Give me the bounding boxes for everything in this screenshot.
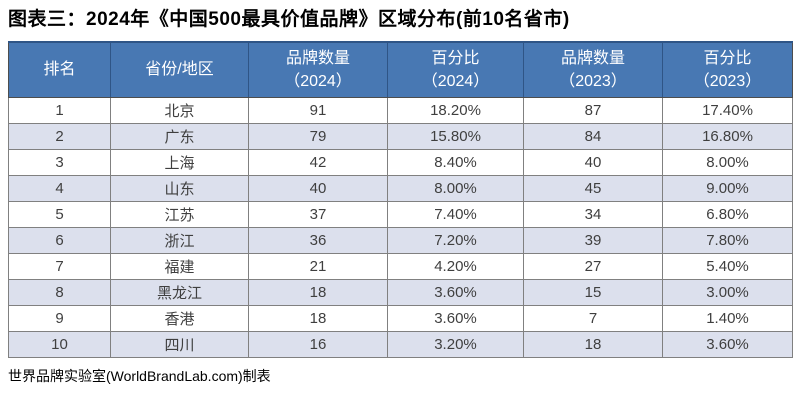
table-row: 5 江苏 37 7.40% 34 6.80% bbox=[8, 201, 793, 229]
table-cell: 37 bbox=[248, 201, 388, 229]
column-header-line1: 品牌数量 bbox=[285, 49, 350, 67]
table-cell: 5 bbox=[8, 201, 111, 229]
table-cell: 5.40% bbox=[662, 253, 793, 281]
table-cell: 四川 bbox=[110, 331, 249, 359]
table-cell: 8 bbox=[8, 279, 111, 307]
table-cell: 6.80% bbox=[662, 201, 793, 229]
table-cell: 16 bbox=[248, 331, 388, 359]
table-cell: 3.20% bbox=[387, 331, 524, 359]
table-cell: 8.00% bbox=[387, 175, 524, 203]
table-cell: 7 bbox=[523, 305, 663, 333]
table-cell: 3.60% bbox=[387, 305, 524, 333]
table-cell: 7.20% bbox=[387, 227, 524, 255]
table-cell: 17.40% bbox=[662, 97, 793, 125]
table-cell: 浙江 bbox=[110, 227, 249, 255]
table-cell: 7.80% bbox=[662, 227, 793, 255]
source-credit: 世界品牌实验室(WorldBrandLab.com)制表 bbox=[8, 368, 271, 385]
table-cell: 39 bbox=[523, 227, 663, 255]
table-cell: 香港 bbox=[110, 305, 249, 333]
table-cell: 7.40% bbox=[387, 201, 524, 229]
table-cell: 34 bbox=[523, 201, 663, 229]
table-cell: 18 bbox=[248, 279, 388, 307]
table-cell: 福建 bbox=[110, 253, 249, 281]
table-cell: 18 bbox=[523, 331, 663, 359]
table-cell: 87 bbox=[523, 97, 663, 125]
column-header-line2: （2024） bbox=[284, 72, 352, 90]
table-body: 1 北京 91 18.20% 87 17.40% 2 广东 79 15.80% 84 16.80% 3 上… bbox=[8, 97, 793, 359]
table-cell: 18.20% bbox=[387, 97, 524, 125]
column-header: 省份/地区 bbox=[110, 40, 249, 99]
table-cell: 15 bbox=[523, 279, 663, 307]
table-cell: 84 bbox=[523, 123, 663, 151]
table-cell: 黑龙江 bbox=[110, 279, 249, 307]
column-header-line1: 排名 bbox=[43, 61, 76, 79]
table-cell: 3.00% bbox=[662, 279, 793, 307]
table-cell: 79 bbox=[248, 123, 388, 151]
figure-title: 图表三：2024年《中国500最具价值品牌》区域分布(前10名省市) bbox=[8, 9, 570, 30]
table-cell: 上海 bbox=[110, 149, 249, 177]
table-cell: 18 bbox=[248, 305, 388, 333]
table-cell: 36 bbox=[248, 227, 388, 255]
table-cell: 4.20% bbox=[387, 253, 524, 281]
table-row: 10 四川 16 3.20% 18 3.60% bbox=[8, 331, 793, 359]
table-cell: 北京 bbox=[110, 97, 249, 125]
column-header: 排名 bbox=[8, 40, 111, 99]
table-row: 4 山东 40 8.00% 45 9.00% bbox=[8, 175, 793, 203]
column-header: 百分比 （2024） bbox=[387, 40, 524, 99]
table-row: 2 广东 79 15.80% 84 16.80% bbox=[8, 123, 793, 151]
table-row: 6 浙江 36 7.20% 39 7.80% bbox=[8, 227, 793, 255]
table-cell: 16.80% bbox=[662, 123, 793, 151]
table-cell: 4 bbox=[8, 175, 111, 203]
column-header-line1: 百分比 bbox=[431, 49, 480, 67]
table-cell: 21 bbox=[248, 253, 388, 281]
table-cell: 9 bbox=[8, 305, 111, 333]
table-cell: 27 bbox=[523, 253, 663, 281]
table-cell: 广东 bbox=[110, 123, 249, 151]
table-cell: 3.60% bbox=[387, 279, 524, 307]
column-header: 百分比 （2023） bbox=[662, 40, 793, 99]
table-cell: 40 bbox=[523, 149, 663, 177]
table-cell: 1 bbox=[8, 97, 111, 125]
table-row: 3 上海 42 8.40% 40 8.00% bbox=[8, 149, 793, 177]
column-header-line1: 省份/地区 bbox=[145, 61, 214, 79]
column-header-line1: 品牌数量 bbox=[560, 49, 625, 67]
column-header-line2: （2023） bbox=[693, 72, 762, 90]
table-cell: 9.00% bbox=[662, 175, 793, 203]
table-cell: 45 bbox=[523, 175, 663, 203]
table-cell: 10 bbox=[8, 331, 111, 359]
table-cell: 3.60% bbox=[662, 331, 793, 359]
table-cell: 15.80% bbox=[387, 123, 524, 151]
table-cell: 2 bbox=[8, 123, 111, 151]
column-header-line2: （2023） bbox=[559, 72, 627, 90]
header-row: 排名 省份/地区 品牌数量 （2024） 百分比 （2024） 品牌数量 （2023） 百分比 （… bbox=[8, 40, 793, 99]
table-cell: 3 bbox=[8, 149, 111, 177]
table-cell: 1.40% bbox=[662, 305, 793, 333]
table-cell: 6 bbox=[8, 227, 111, 255]
column-header: 品牌数量 （2023） bbox=[523, 40, 663, 99]
column-header-line2: （2024） bbox=[421, 72, 490, 90]
table-row: 7 福建 21 4.20% 27 5.40% bbox=[8, 253, 793, 281]
figure-page: 图表三：2024年《中国500最具价值品牌》区域分布(前10名省市) 排名 省份/… bbox=[8, 9, 793, 385]
table-cell: 江苏 bbox=[110, 201, 249, 229]
table-cell: 山东 bbox=[110, 175, 249, 203]
table-row: 9 香港 18 3.60% 7 1.40% bbox=[8, 305, 793, 333]
table-cell: 7 bbox=[8, 253, 111, 281]
brand-distribution-table: 排名 省份/地区 品牌数量 （2024） 百分比 （2024） 品牌数量 （2023） 百分比 （… bbox=[8, 40, 793, 359]
column-header: 品牌数量 （2024） bbox=[248, 40, 388, 99]
table-cell: 40 bbox=[248, 175, 388, 203]
table-cell: 8.00% bbox=[662, 149, 793, 177]
table-header: 排名 省份/地区 品牌数量 （2024） 百分比 （2024） 品牌数量 （2023） 百分比 （… bbox=[8, 40, 793, 99]
table-cell: 91 bbox=[248, 97, 388, 125]
column-header-line1: 百分比 bbox=[703, 49, 752, 67]
table-row: 8 黑龙江 18 3.60% 15 3.00% bbox=[8, 279, 793, 307]
table-row: 1 北京 91 18.20% 87 17.40% bbox=[8, 97, 793, 125]
table-cell: 8.40% bbox=[387, 149, 524, 177]
table-cell: 42 bbox=[248, 149, 388, 177]
